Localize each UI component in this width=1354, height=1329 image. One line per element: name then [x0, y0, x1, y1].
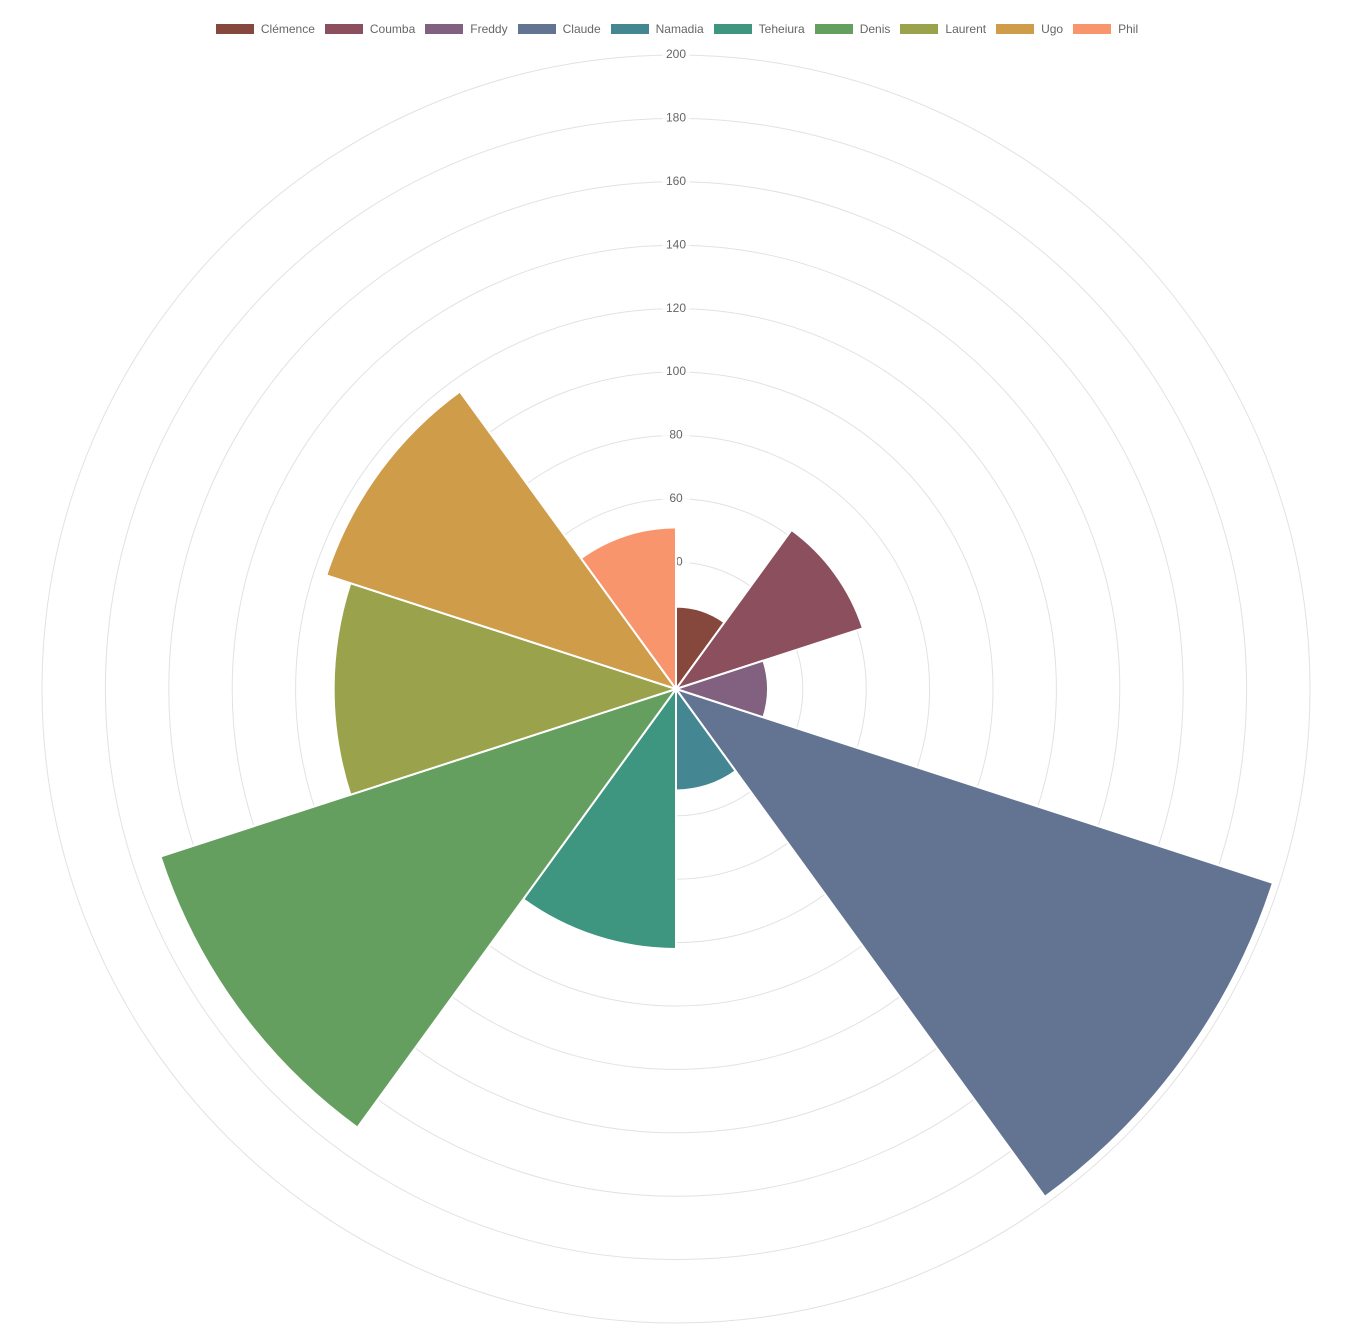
r-tick-label: 200 — [666, 47, 686, 61]
tick-backdrop — [662, 427, 690, 444]
legend-item[interactable]: Namadia — [610, 22, 704, 36]
segment — [159, 687, 679, 1129]
legend-swatch — [713, 24, 752, 34]
tick-backdrop — [662, 110, 690, 127]
legend-swatch — [610, 24, 649, 34]
legend-swatch — [425, 24, 464, 34]
legend-label: Namadia — [655, 22, 704, 36]
r-tick-label: 80 — [669, 428, 683, 442]
r-tick-label: 100 — [666, 364, 686, 378]
segment — [673, 687, 1275, 1199]
legend-swatch — [996, 24, 1035, 34]
tick-backdrop — [662, 173, 690, 190]
legend-item[interactable]: Claude — [517, 22, 601, 36]
legend-item[interactable]: Denis — [814, 22, 891, 36]
legend-item[interactable]: Phil — [1073, 22, 1138, 36]
legend-swatch — [900, 24, 939, 34]
legend: Clémence Coumba Freddy Claude Namadia Teheiur… — [0, 22, 1354, 36]
legend-item[interactable]: Laurent — [900, 22, 986, 36]
segment — [673, 528, 865, 691]
legend-label: Phil — [1118, 22, 1139, 36]
segment — [325, 390, 679, 691]
legend-swatch — [517, 24, 556, 34]
segment — [521, 685, 677, 950]
legend-label: Laurent — [945, 22, 987, 36]
tick-backdrop — [662, 300, 690, 317]
segment — [579, 526, 677, 693]
legend-item[interactable]: Ugo — [996, 22, 1063, 36]
tick-backdrop — [662, 364, 690, 380]
legend-label: Teheiura — [758, 22, 805, 36]
legend-item[interactable]: Freddy — [425, 22, 508, 36]
legend-item[interactable]: Teheiura — [713, 22, 805, 36]
legend-label: Coumba — [369, 22, 416, 36]
legend-label: Clémence — [260, 22, 315, 36]
r-tick-label: 140 — [666, 237, 686, 251]
legend-item[interactable]: Clémence — [215, 22, 315, 36]
legend-swatch — [324, 24, 363, 34]
legend-item[interactable]: Coumba — [324, 22, 416, 36]
legend-swatch — [215, 24, 254, 34]
tick-backdrop — [662, 490, 690, 507]
tick-backdrop — [662, 237, 690, 254]
legend-swatch — [1073, 24, 1112, 34]
segment — [332, 581, 680, 797]
r-tick-label: 120 — [666, 301, 686, 315]
legend-label: Denis — [859, 22, 891, 36]
legend-label: Freddy — [470, 22, 508, 36]
r-tick-label: 180 — [666, 111, 686, 125]
r-tick-label: 160 — [666, 174, 686, 188]
legend-label: Claude — [562, 22, 601, 36]
r-tick-label: 60 — [669, 491, 683, 505]
tick-backdrop — [662, 47, 690, 63]
legend-label: Ugo — [1041, 22, 1064, 36]
legend-swatch — [814, 24, 853, 34]
